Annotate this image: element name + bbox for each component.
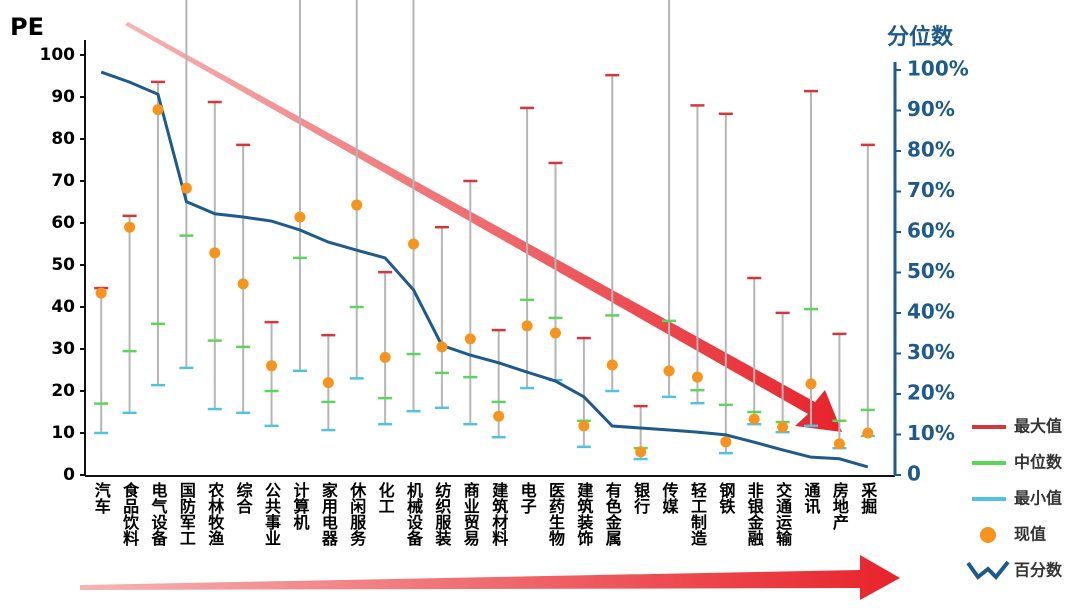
current-dot xyxy=(124,221,136,233)
percentile-line xyxy=(100,70,869,469)
legend-label: 中位数 xyxy=(1014,453,1063,472)
current-dot xyxy=(663,365,675,377)
y-tick-label: 0 xyxy=(63,465,75,485)
current-dot xyxy=(209,247,221,259)
x-tick-label: 传媒 xyxy=(660,481,680,515)
x-tick-label: 食品饮料 xyxy=(120,481,140,547)
current-dot xyxy=(351,199,363,211)
y-tick-label: 30 xyxy=(51,339,75,359)
legend-label: 百分数 xyxy=(1014,561,1063,580)
x-tick-label: 商业贸易 xyxy=(461,481,480,547)
y2-tick-label: 70% xyxy=(907,178,955,202)
current-dot xyxy=(237,278,249,290)
current-dot xyxy=(805,378,817,390)
x-tick-label: 建筑材料 xyxy=(489,482,508,547)
trend-arrow xyxy=(125,22,842,432)
current-dot xyxy=(748,413,760,425)
x-tick-label: 建筑装饰 xyxy=(574,482,594,547)
x-tick-label: 有色金属 xyxy=(603,481,623,547)
x-tick-label: 医药生物 xyxy=(546,482,565,547)
x-tick-label: 国防军工 xyxy=(177,482,196,546)
current-dot xyxy=(266,360,278,372)
x-tick-label: 公共事业 xyxy=(262,482,281,546)
y-tick-label: 20 xyxy=(51,381,75,401)
x-tick-label: 电气设备 xyxy=(148,481,168,547)
x-tick-label: 汽车 xyxy=(92,481,111,515)
x-tick-label: 家用电器 xyxy=(319,481,339,547)
current-dot xyxy=(464,333,476,345)
y-axis-label: PE xyxy=(10,13,44,41)
y-tick-label: 40 xyxy=(51,297,75,317)
y2-tick-label: 50% xyxy=(907,259,955,283)
y-tick-label: 100 xyxy=(40,45,76,65)
x-tick-label: 房地产 xyxy=(830,481,849,531)
y2-tick-label: 20% xyxy=(907,381,955,405)
current-dot xyxy=(95,287,107,299)
current-dot xyxy=(777,421,789,433)
legend-label: 现值 xyxy=(1014,525,1046,544)
legend-label: 最小值 xyxy=(1014,489,1062,508)
current-dot xyxy=(635,446,647,458)
x-tick-label: 化工 xyxy=(376,481,395,514)
x-tick-label: 轻工制造 xyxy=(688,481,707,546)
x-tick-label: 通讯 xyxy=(802,482,821,515)
y-tick-label: 80 xyxy=(51,129,75,149)
y2-tick-label: 90% xyxy=(907,97,955,121)
y-tick-label: 10 xyxy=(51,423,75,443)
legend-swatch xyxy=(980,527,996,543)
current-dot xyxy=(720,436,732,448)
current-dot xyxy=(408,238,420,250)
x-tick-label: 综合 xyxy=(234,481,253,515)
x-tick-label: 采掘 xyxy=(858,482,878,515)
y2-tick-label: 10% xyxy=(907,421,955,445)
x-tick-label: 休闲服务 xyxy=(347,481,367,547)
current-dot xyxy=(322,377,334,389)
x-tick-label: 钢铁 xyxy=(716,481,735,515)
bottom-arrow xyxy=(80,555,900,600)
x-tick-label: 计算机 xyxy=(290,481,309,531)
y-tick-label: 50 xyxy=(51,255,75,275)
plot-area xyxy=(94,0,875,469)
x-tick-label: 非银金融 xyxy=(745,481,765,547)
x-tick-label: 机械设备 xyxy=(404,481,424,547)
y2-tick-label: 0 xyxy=(907,462,921,486)
current-dot xyxy=(180,182,192,194)
y-tick-label: 90 xyxy=(51,87,75,107)
x-tick-label: 银行 xyxy=(631,481,651,515)
y2-tick-label: 60% xyxy=(907,219,955,243)
y2-tick-label: 100% xyxy=(907,57,969,81)
current-dot xyxy=(436,341,448,353)
current-dot xyxy=(578,420,590,432)
legend-label: 最大值 xyxy=(1014,417,1062,436)
y2-tick-label: 40% xyxy=(907,300,955,324)
x-tick-label: 农林牧渔 xyxy=(205,481,225,547)
current-dot xyxy=(549,327,561,339)
current-dot xyxy=(379,351,391,363)
current-dot xyxy=(521,320,533,332)
y-tick-label: 60 xyxy=(51,213,75,233)
current-dot xyxy=(606,359,618,371)
x-tick-label: 电子 xyxy=(518,481,537,515)
current-dot xyxy=(152,104,164,116)
y-tick-label: 70 xyxy=(51,171,75,191)
current-dot xyxy=(691,371,703,383)
current-dot xyxy=(862,427,874,439)
y2-axis-label: 分位数 xyxy=(887,24,954,50)
current-dot xyxy=(294,211,306,223)
current-dot xyxy=(833,438,845,450)
x-tick-label: 交通运输 xyxy=(773,481,792,547)
legend-swatch xyxy=(966,560,1010,580)
y2-tick-label: 30% xyxy=(907,340,955,364)
y2-tick-label: 80% xyxy=(907,138,955,162)
current-dot xyxy=(493,410,505,422)
x-tick-label: 纺织服装 xyxy=(432,481,452,547)
